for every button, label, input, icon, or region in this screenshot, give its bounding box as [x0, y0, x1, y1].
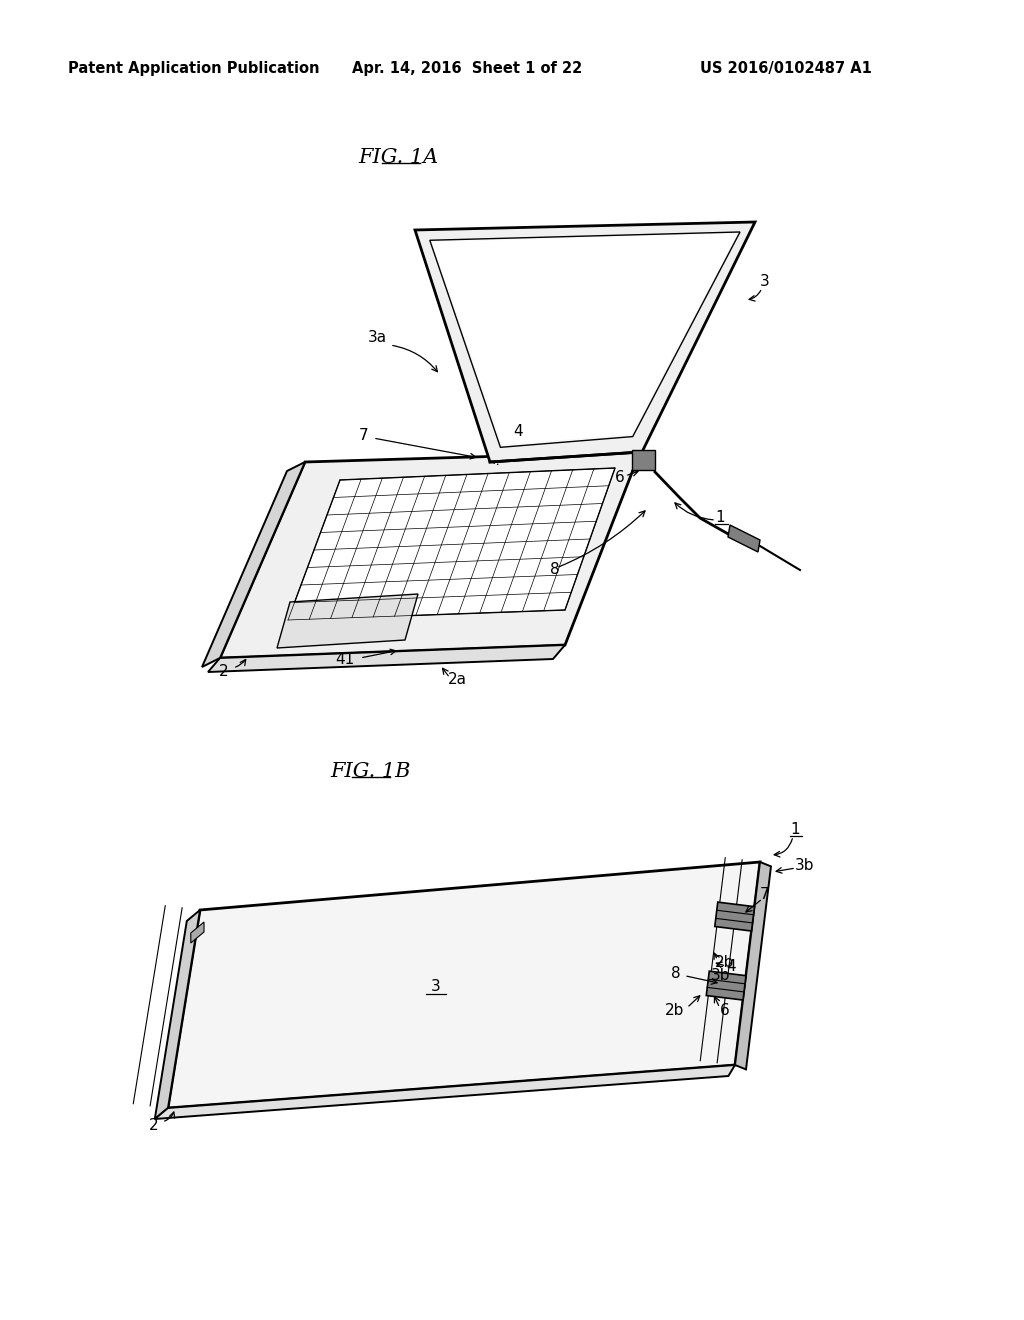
Text: 3b: 3b	[711, 968, 731, 983]
Text: 4: 4	[726, 958, 736, 974]
Text: US 2016/0102487 A1: US 2016/0102487 A1	[700, 61, 871, 75]
Polygon shape	[715, 902, 755, 931]
Text: 3: 3	[431, 978, 440, 994]
Text: 3: 3	[760, 275, 770, 289]
Polygon shape	[728, 525, 760, 552]
Text: FIG. 1A: FIG. 1A	[358, 148, 438, 168]
Polygon shape	[220, 451, 640, 657]
Text: 7: 7	[760, 887, 769, 902]
Text: 2b: 2b	[715, 954, 734, 970]
Polygon shape	[278, 594, 418, 648]
Polygon shape	[208, 645, 565, 672]
Text: 1: 1	[715, 511, 725, 525]
Polygon shape	[707, 972, 746, 1001]
Text: 6: 6	[720, 1003, 729, 1019]
Text: 6: 6	[615, 470, 625, 486]
Polygon shape	[632, 450, 655, 470]
Text: 2b: 2b	[666, 1003, 684, 1019]
Text: 1: 1	[790, 822, 800, 837]
Polygon shape	[190, 921, 204, 942]
Polygon shape	[432, 234, 737, 445]
Polygon shape	[155, 1065, 735, 1119]
Text: 2: 2	[148, 1118, 158, 1133]
Text: 7: 7	[358, 428, 368, 442]
Text: FIG. 1B: FIG. 1B	[330, 762, 411, 781]
Polygon shape	[202, 462, 305, 667]
Text: Apr. 14, 2016  Sheet 1 of 22: Apr. 14, 2016 Sheet 1 of 22	[352, 61, 583, 75]
Text: 8: 8	[550, 562, 560, 578]
Text: 41: 41	[336, 652, 355, 668]
Text: 2a: 2a	[449, 672, 467, 688]
Text: 3a: 3a	[368, 330, 387, 346]
Text: 3b: 3b	[795, 858, 814, 873]
Polygon shape	[155, 909, 200, 1119]
Text: 8: 8	[671, 966, 681, 981]
Text: Patent Application Publication: Patent Application Publication	[68, 61, 319, 75]
Polygon shape	[415, 222, 755, 462]
Polygon shape	[288, 469, 615, 620]
Text: 2: 2	[218, 664, 228, 680]
Polygon shape	[735, 862, 771, 1069]
Text: 4: 4	[513, 425, 522, 440]
Polygon shape	[430, 232, 740, 447]
Polygon shape	[168, 862, 760, 1107]
